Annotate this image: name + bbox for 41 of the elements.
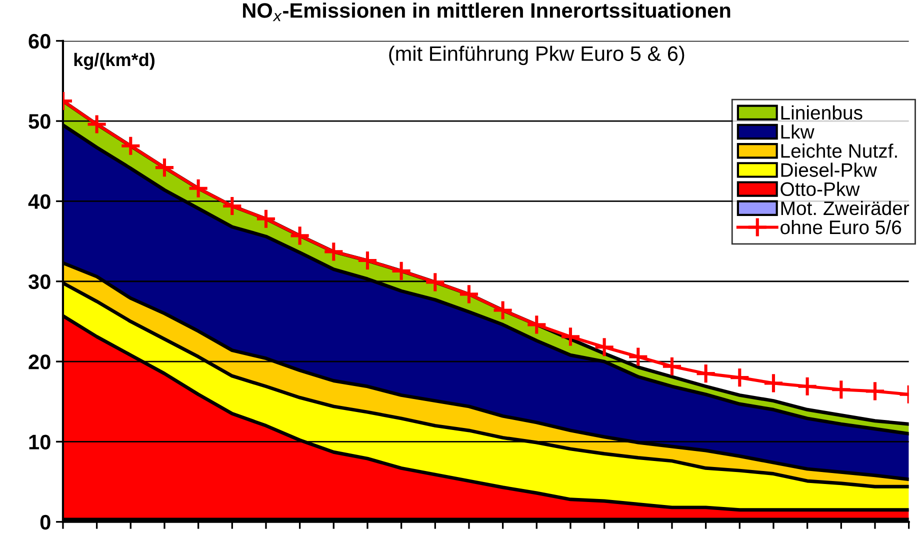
point	[458, 284, 480, 305]
point	[864, 380, 886, 402]
point	[729, 367, 750, 388]
point	[594, 336, 615, 358]
point	[86, 114, 108, 135]
point	[661, 356, 683, 377]
legend-label: Otto-Pkw	[780, 182, 860, 196]
point	[255, 208, 277, 230]
y-axis-title: kg/(km*d)	[74, 52, 154, 70]
point	[526, 314, 548, 336]
y-tick-label: 30	[28, 274, 50, 290]
point	[390, 260, 412, 282]
point	[762, 372, 784, 394]
point	[424, 272, 446, 293]
y-tick-label: 60	[28, 34, 50, 49]
y-tick-label: 10	[29, 434, 50, 450]
y-tick-label: 0	[40, 514, 50, 530]
point	[695, 363, 716, 384]
chart-subtitle: (mit Einführung Pkw Euro 5 & 6)	[389, 46, 684, 66]
point	[628, 346, 649, 368]
point	[289, 225, 310, 246]
point	[492, 300, 514, 321]
point	[323, 241, 344, 262]
legend-label: Linienbus	[781, 105, 862, 120]
legend-label: Diesel-Pkw	[781, 162, 878, 177]
legend-label: Mot. Zweiräder	[781, 200, 910, 216]
point	[796, 376, 818, 397]
point	[188, 178, 209, 199]
chart-title: NO$_{x}$-Emissionen in mittleren Innerortssituationen	[243, 2, 730, 22]
legend-label: Lkw	[781, 124, 814, 139]
point	[830, 379, 852, 400]
legend-label: Leichte Nutzf.	[781, 144, 897, 158]
y-tick-label: 20	[28, 354, 50, 370]
point	[560, 326, 582, 348]
y-tick-label: 50	[28, 114, 50, 129]
point	[356, 250, 378, 272]
point	[154, 156, 176, 178]
point	[222, 195, 243, 217]
y-tick-label: 40	[28, 194, 50, 209]
point	[120, 135, 142, 156]
legend-label: ohne Euro 5/6	[780, 220, 902, 234]
